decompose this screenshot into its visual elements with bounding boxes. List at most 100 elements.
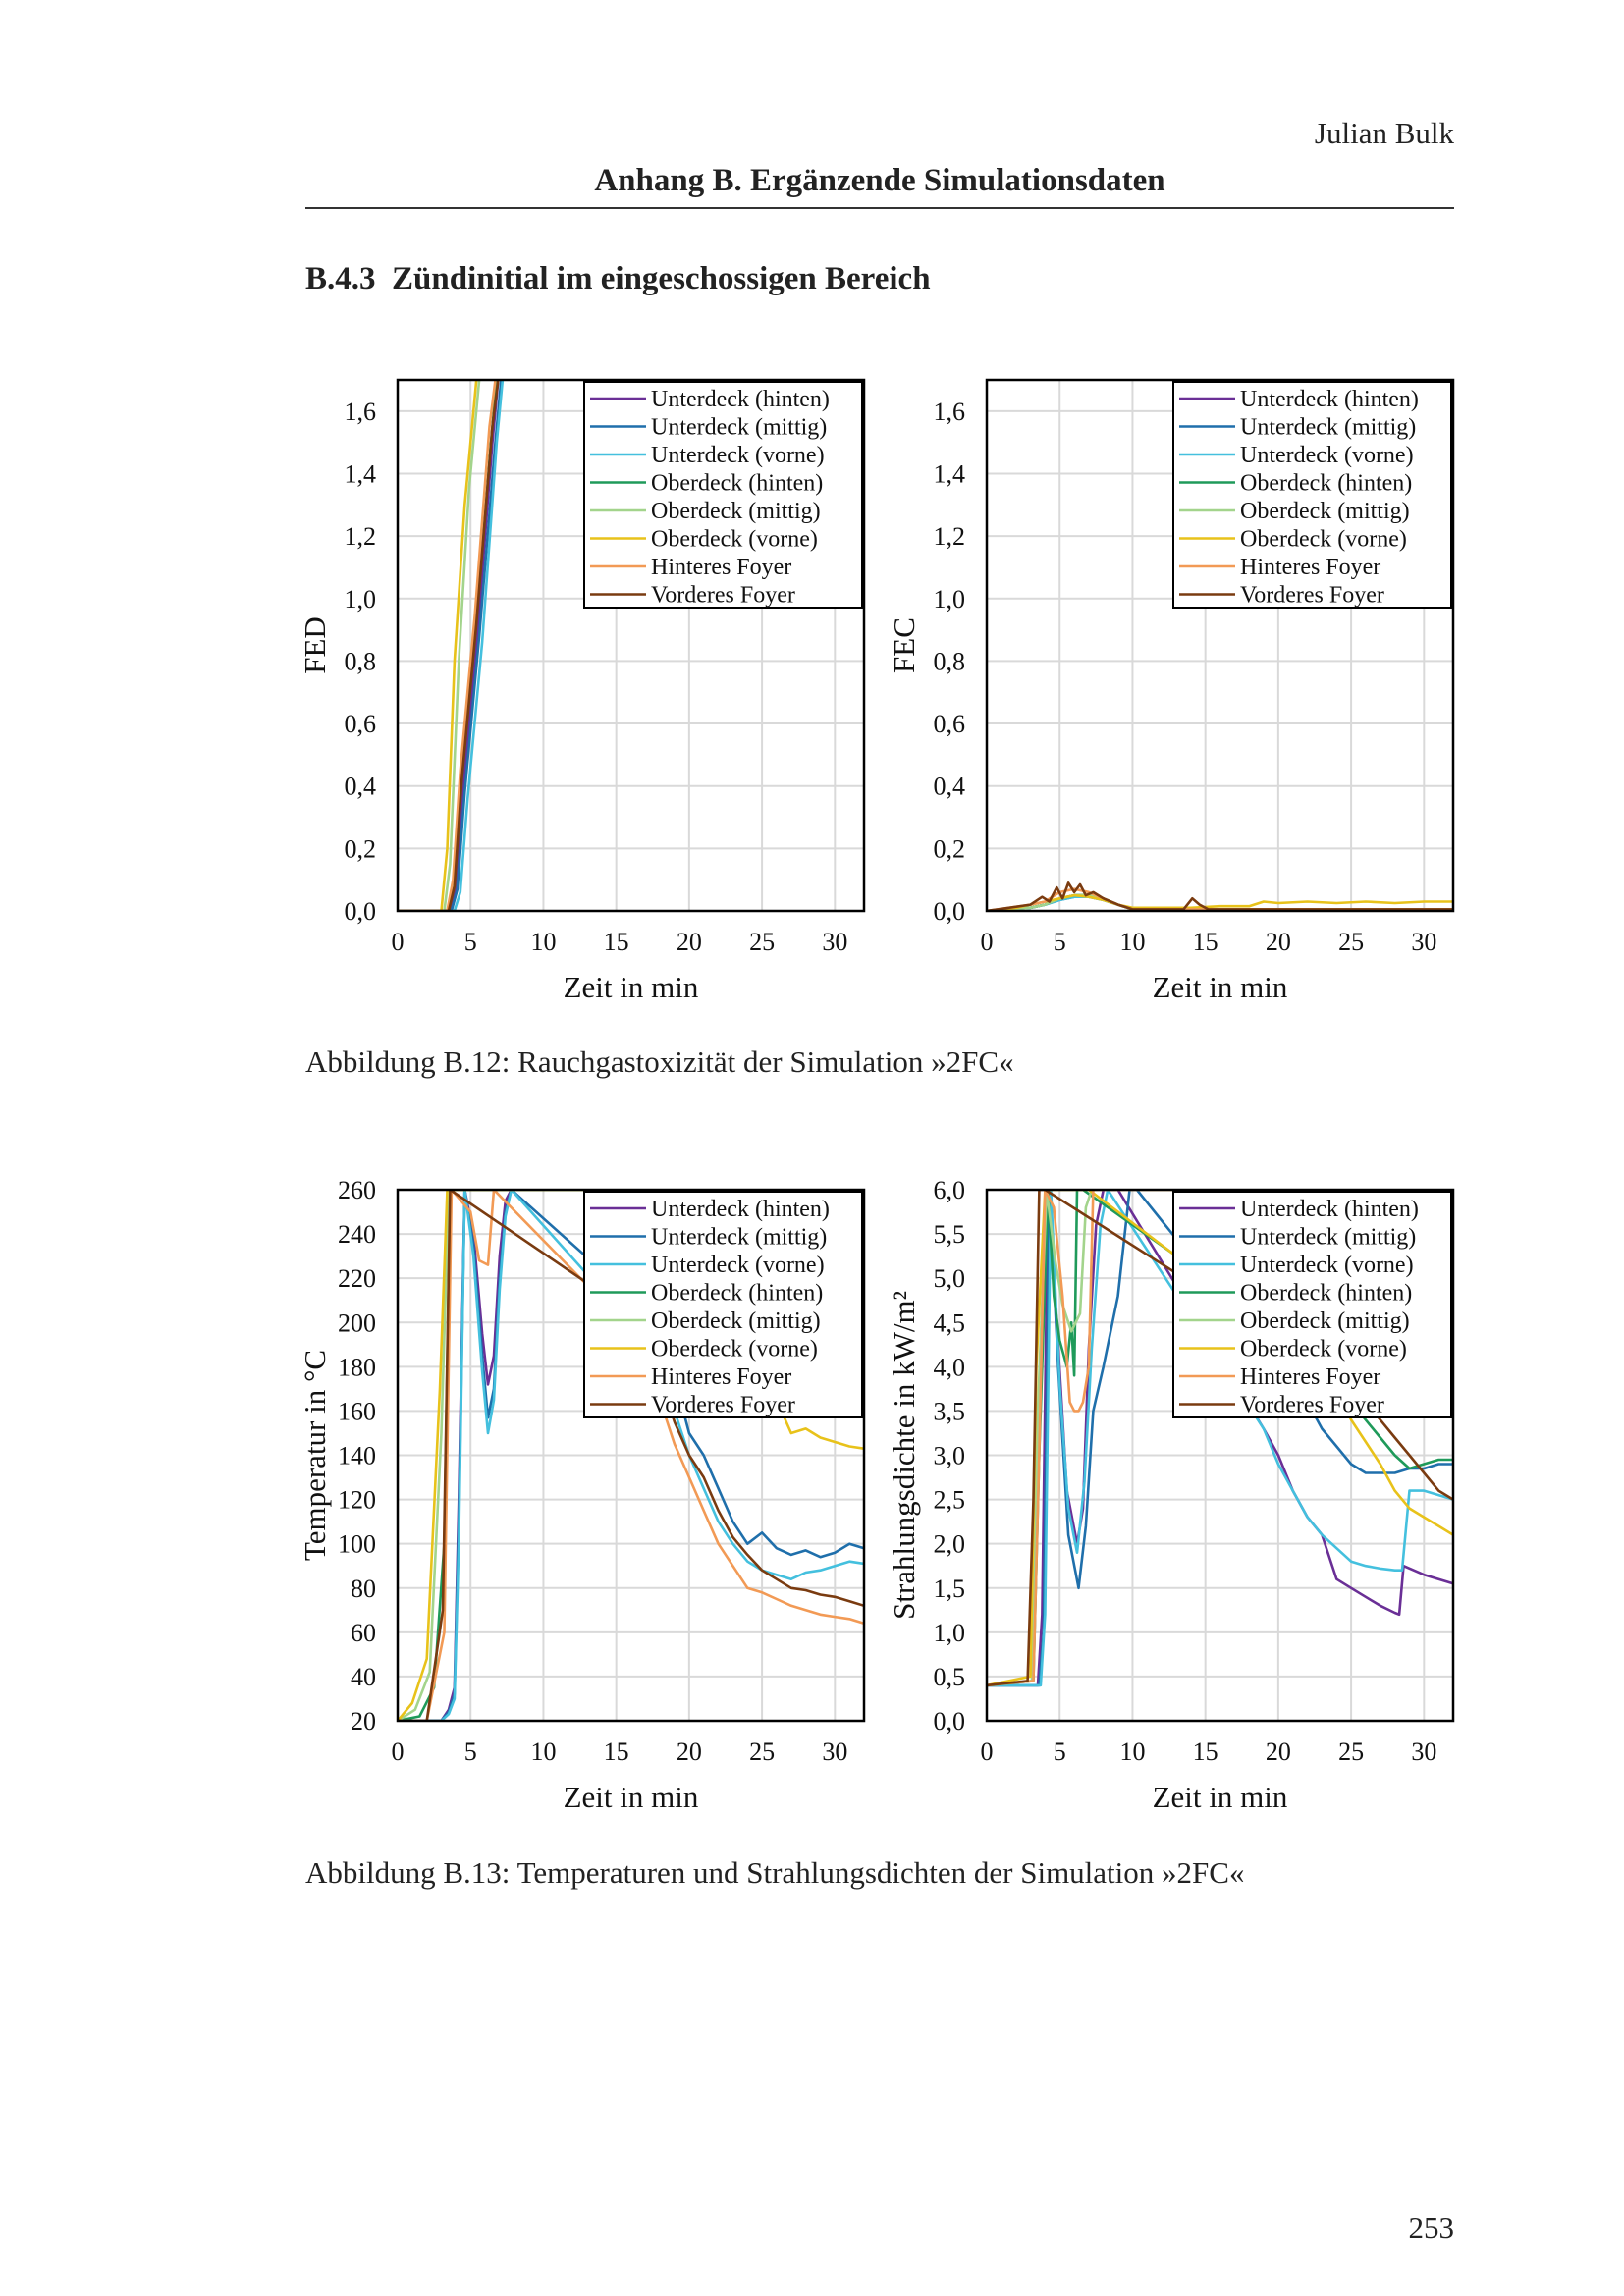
legend-label: Unterdeck (vorne) — [651, 443, 825, 468]
y-axis-label: FEC — [887, 617, 921, 673]
x-tick-label: 0 — [392, 928, 405, 956]
page-number: 253 — [1408, 2211, 1455, 2245]
y-tick-label: 240 — [338, 1220, 376, 1249]
y-tick-label: 0,0 — [934, 1707, 966, 1735]
x-tick-label: 5 — [1054, 1737, 1066, 1766]
x-tick-label: 30 — [822, 928, 847, 956]
legend-label: Oberdeck (hinten) — [651, 471, 823, 497]
chart-temperature: 0 5 10 15 20 25 30 20 40 60 80 100 120 140 160 180 200 22… — [298, 1176, 866, 1814]
legend-label: Unterdeck (vorne) — [651, 1253, 825, 1278]
y-tick-label: 0,6 — [934, 710, 966, 738]
legend-label: Vorderes Foyer — [1240, 1393, 1384, 1418]
series-line-3 — [398, 380, 505, 911]
y-tick-label: 0,8 — [345, 647, 377, 675]
legend-label: Unterdeck (mittig) — [1240, 415, 1416, 441]
x-tick-label: 15 — [604, 928, 629, 956]
x-tick-label: 25 — [1338, 928, 1364, 956]
y-tick-label: 3,0 — [934, 1442, 966, 1470]
series-line-7 — [987, 1190, 1453, 1687]
plot-frame — [985, 1188, 1455, 1723]
x-tick-label: 10 — [530, 928, 556, 956]
legend-box — [1172, 381, 1452, 609]
x-tick-label: 25 — [749, 1737, 775, 1766]
legend-label: Unterdeck (vorne) — [1240, 1253, 1414, 1278]
x-tick-label: 20 — [677, 1737, 702, 1766]
series-line-7 — [398, 380, 497, 911]
y-tick-label: 1,6 — [934, 398, 966, 426]
y-tick-label: 1,5 — [934, 1575, 966, 1603]
legend-label: Oberdeck (vorne) — [1240, 1337, 1407, 1362]
y-tick-label: 0,0 — [934, 897, 966, 926]
y-tick-label: 1,0 — [934, 1619, 966, 1647]
legend-label: Hinteres Foyer — [1240, 1364, 1380, 1390]
x-tick-label: 10 — [530, 1737, 556, 1766]
y-tick-label: 0,2 — [934, 834, 966, 863]
legend-label: Vorderes Foyer — [651, 583, 795, 609]
y-tick-label: 220 — [338, 1264, 376, 1293]
series-line-5 — [398, 380, 481, 911]
x-tick-label: 25 — [1338, 1737, 1364, 1766]
chart-fed: 0 5 10 15 20 25 30 0,0 0,2 0,4 0,6 0,8 1,0 1,2 1,4 1,6 Z… — [298, 378, 866, 1004]
legend-label: Unterdeck (hinten) — [651, 1197, 830, 1222]
legend: Unterdeck (hinten) Unterdeck (mittig)Unte… — [583, 381, 863, 609]
legend-label: Oberdeck (vorne) — [1240, 527, 1407, 553]
y-tick-label: 1,0 — [345, 585, 377, 614]
legend-label: Oberdeck (mittig) — [651, 1308, 821, 1334]
series-line-2 — [398, 380, 503, 911]
series-line-5 — [398, 1190, 864, 1721]
series-group — [398, 380, 505, 911]
chart-fec: 0 5 10 15 20 25 30 0,0 0,2 0,4 0,6 0,8 1,0 1,2 1,4 1,6 Z… — [887, 378, 1455, 1004]
section-heading: B.4.3 Zündinitial im eingeschossigen Ber… — [305, 261, 931, 297]
x-axis-label: Zeit in min — [1153, 1780, 1288, 1814]
x-tick-label: 25 — [749, 928, 775, 956]
y-tick-label: 40 — [351, 1663, 376, 1691]
header-rule — [305, 207, 1454, 209]
figure-caption-b12: Abbildung B.12: Rauchgastoxizität der Si… — [305, 1044, 1014, 1079]
legend: Unterdeck (hinten) Unterdeck (mittig)Unte… — [1172, 1191, 1452, 1418]
legend-label: Hinteres Foyer — [651, 555, 791, 580]
y-tick-label: 260 — [338, 1176, 376, 1204]
series-line-8 — [398, 1190, 864, 1721]
x-tick-label: 20 — [1266, 1737, 1291, 1766]
x-tick-label: 30 — [822, 1737, 847, 1766]
y-tick-label: 6,0 — [934, 1176, 966, 1204]
plot-frame — [396, 1188, 866, 1723]
y-axis-label: Temperatur in °C — [298, 1350, 332, 1561]
y-tick-label: 3,5 — [934, 1397, 966, 1425]
y-tick-label: 0,5 — [934, 1663, 966, 1691]
legend-box — [1172, 1191, 1452, 1418]
legend-label: Hinteres Foyer — [1240, 555, 1380, 580]
y-tick-label: 60 — [351, 1619, 376, 1647]
legend-label: Unterdeck (vorne) — [1240, 443, 1414, 468]
y-tick-label: 1,0 — [934, 585, 966, 614]
x-tick-label: 0 — [392, 1737, 405, 1766]
x-axis-label: Zeit in min — [564, 1780, 699, 1814]
x-tick-label: 5 — [464, 928, 477, 956]
plot-frame — [985, 378, 1455, 913]
legend-box — [583, 1191, 863, 1418]
plot-frame — [396, 378, 866, 913]
y-axis-label: Strahlungsdichte in kW/m² — [887, 1291, 921, 1620]
x-tick-label: 15 — [604, 1737, 629, 1766]
y-tick-label: 2,0 — [934, 1530, 966, 1559]
x-tick-label: 5 — [1054, 928, 1066, 956]
y-tick-label: 1,2 — [934, 522, 966, 551]
x-tick-label: 0 — [981, 928, 994, 956]
legend-label: Oberdeck (vorne) — [651, 527, 818, 553]
series-group — [987, 881, 1453, 911]
running-header-author: Julian Bulk — [1314, 116, 1454, 150]
y-tick-label: 200 — [338, 1308, 376, 1337]
legend-label: Vorderes Foyer — [651, 1393, 795, 1418]
y-tick-label: 120 — [338, 1486, 376, 1515]
section-title: Zündinitial im eingeschossigen Bereich — [392, 261, 931, 296]
y-tick-label: 100 — [338, 1530, 376, 1559]
legend-label: Hinteres Foyer — [651, 1364, 791, 1390]
x-tick-label: 10 — [1119, 928, 1145, 956]
legend-label: Unterdeck (mittig) — [651, 1225, 827, 1251]
y-tick-label: 80 — [351, 1575, 376, 1603]
series-line-3 — [987, 1190, 1453, 1687]
y-axis-label: FED — [298, 616, 332, 674]
y-tick-label: 0,2 — [345, 834, 377, 863]
y-tick-label: 140 — [338, 1442, 376, 1470]
legend-label: Oberdeck (hinten) — [1240, 471, 1412, 497]
